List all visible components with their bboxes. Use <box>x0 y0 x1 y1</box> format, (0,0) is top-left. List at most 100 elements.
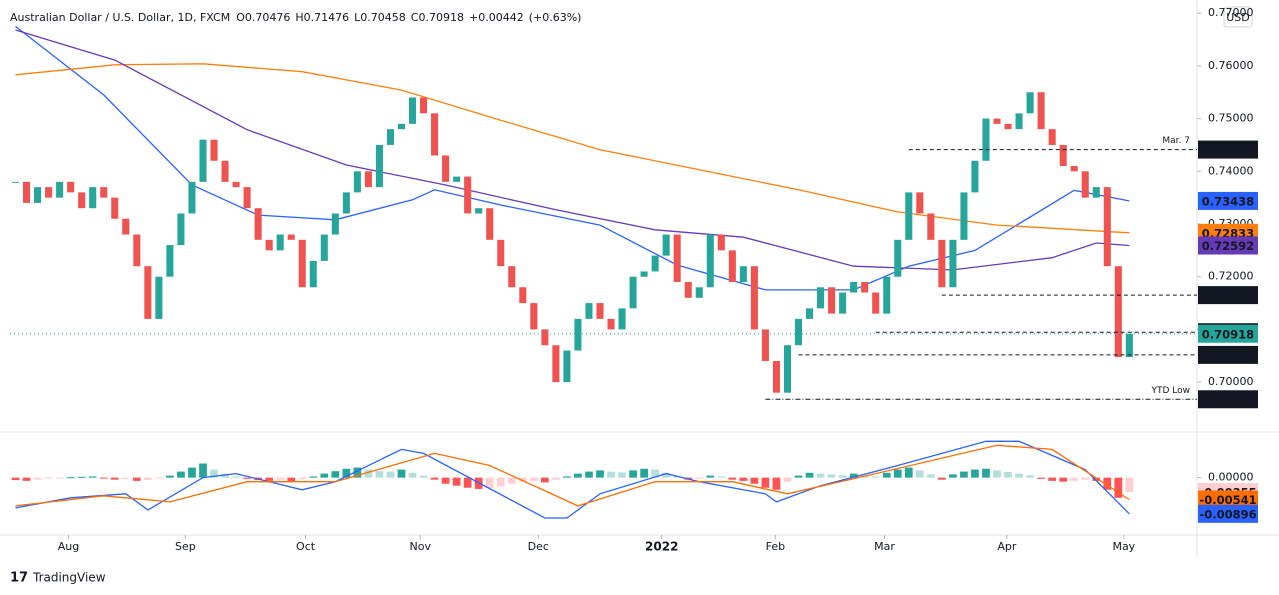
candle <box>828 287 836 314</box>
histogram-bar <box>507 477 516 484</box>
candle <box>331 213 339 235</box>
x-tick-label: Oct <box>296 540 316 553</box>
candle <box>761 329 769 362</box>
histogram-bar <box>838 475 847 478</box>
candle <box>232 181 240 188</box>
histogram-bar <box>221 473 229 478</box>
histogram-bar <box>353 467 362 478</box>
x-tick-label: Nov <box>410 540 432 553</box>
candle <box>254 208 262 240</box>
histogram-bar <box>33 477 42 480</box>
histogram-bar <box>1037 477 1045 479</box>
histogram-bar <box>596 470 604 478</box>
x-tick-label: Aug <box>58 540 79 553</box>
candle <box>155 276 163 319</box>
histogram-bar <box>982 468 990 478</box>
candle <box>420 97 428 114</box>
histogram-bar <box>66 477 75 479</box>
candle <box>739 266 747 282</box>
candle <box>497 239 505 267</box>
histogram-bar <box>585 471 593 478</box>
candle <box>916 192 924 214</box>
candle <box>486 208 494 240</box>
candle <box>960 192 968 240</box>
candle <box>783 345 792 393</box>
candle <box>144 266 152 319</box>
histogram-bar <box>949 474 957 478</box>
histogram-bar <box>1015 473 1023 478</box>
ma-tag-box <box>1198 236 1258 255</box>
stat-value: 0.71476 <box>304 11 350 24</box>
stat-key: C <box>411 11 419 24</box>
histogram-bar <box>882 472 891 478</box>
candle <box>111 197 119 219</box>
candle <box>706 234 714 288</box>
candle <box>817 287 825 309</box>
histogram-bar <box>783 477 792 482</box>
histogram-bar <box>1004 471 1012 478</box>
candle <box>397 123 406 130</box>
ma-tag-box <box>1198 191 1258 210</box>
histogram-bar <box>276 477 285 480</box>
histogram-bar <box>640 468 648 478</box>
histogram-bar <box>938 477 946 480</box>
histogram-bar <box>55 477 64 479</box>
histogram-bar <box>1059 477 1068 482</box>
histogram-bar <box>188 467 196 478</box>
candle <box>982 118 990 161</box>
candle <box>607 318 615 330</box>
histogram-bar <box>386 471 395 478</box>
histogram-bar <box>750 477 759 484</box>
price-tag: 0.70918 <box>1202 327 1254 341</box>
histogram-bar <box>1081 477 1090 480</box>
histogram-bar <box>1125 477 1134 492</box>
candle <box>320 234 328 261</box>
candle <box>442 155 450 182</box>
macd-tag-box <box>1198 504 1258 523</box>
histogram-bar <box>563 476 571 478</box>
x-tick-label: Feb <box>766 540 785 553</box>
candle <box>1059 144 1067 167</box>
histogram-bar <box>541 477 549 483</box>
moving-average <box>15 29 1130 271</box>
histogram-bar <box>121 477 130 479</box>
currency[interactable]: USD <box>1226 11 1250 24</box>
histogram-bar <box>607 471 615 478</box>
histogram-bar <box>651 469 659 478</box>
candle <box>662 234 670 256</box>
candle <box>177 213 185 246</box>
stat-key: H <box>295 11 303 24</box>
histogram-bar <box>331 471 340 478</box>
currency-button[interactable] <box>1223 6 1253 28</box>
candle <box>34 187 42 203</box>
candle <box>23 181 31 203</box>
candle <box>993 118 1001 124</box>
candle <box>640 271 648 277</box>
histogram-bar <box>99 477 108 479</box>
histogram-bar <box>1026 475 1034 478</box>
candle <box>298 239 306 288</box>
histogram-bar <box>915 470 924 478</box>
level-tag: 0.71651 <box>1202 289 1254 303</box>
x-tick-label: Sep <box>175 540 196 553</box>
histogram-bar <box>993 470 1001 478</box>
candle <box>695 287 703 298</box>
histogram-bar <box>926 474 935 478</box>
ma-tag: 0.73438 <box>1202 194 1254 208</box>
candle <box>552 345 560 383</box>
candle <box>541 329 549 346</box>
histogram-bar <box>166 475 174 478</box>
stat-key: O <box>236 11 245 24</box>
candle <box>728 250 736 282</box>
stat-key: L <box>354 11 361 24</box>
candle <box>772 361 780 393</box>
candle <box>949 239 957 288</box>
stat-value: 0.70458 <box>360 11 406 24</box>
level-tag-box <box>1198 140 1258 159</box>
candle <box>386 129 394 145</box>
level-tag-box <box>1198 345 1258 364</box>
candle <box>1114 266 1122 358</box>
histogram-bar <box>518 477 527 482</box>
level-tag: 0.70517 <box>1202 348 1254 362</box>
histogram-bar <box>364 469 373 478</box>
